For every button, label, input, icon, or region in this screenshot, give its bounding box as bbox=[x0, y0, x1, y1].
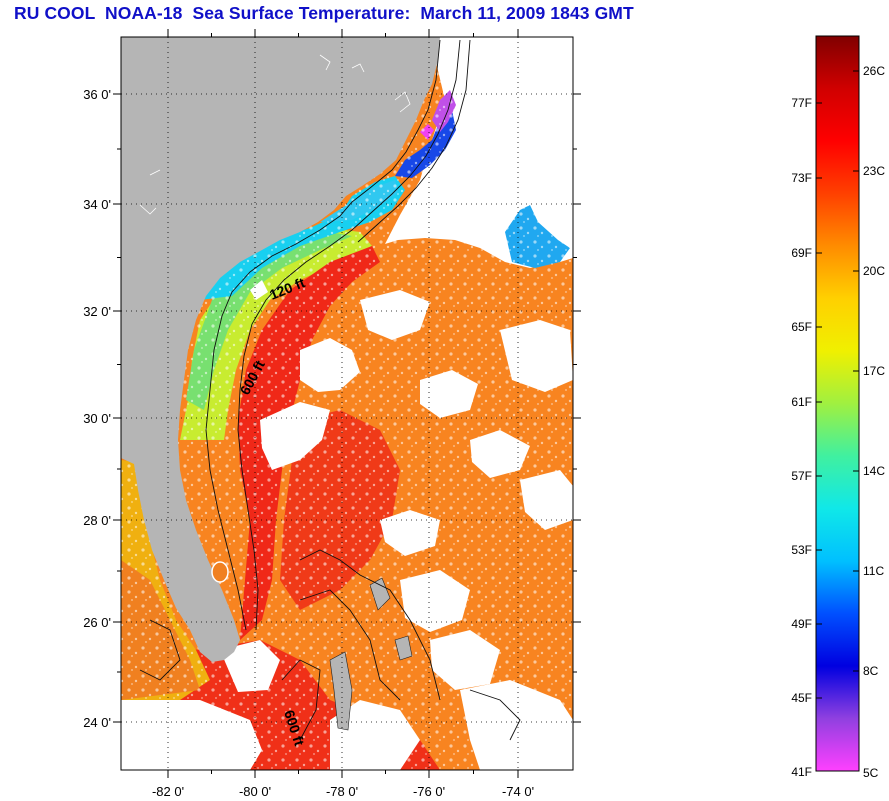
lon-label: -76 0' bbox=[413, 784, 445, 799]
lat-label: 26 0' bbox=[83, 615, 111, 630]
map-ticks bbox=[113, 29, 581, 778]
lat-label: 30 0' bbox=[83, 411, 111, 426]
map-title: RU COOL NOAA-18 Sea Surface Temperature:… bbox=[14, 3, 634, 23]
lat-label: 36 0' bbox=[83, 87, 111, 102]
lon-label: -78 0' bbox=[326, 784, 358, 799]
bathymetry-contours bbox=[139, 39, 521, 741]
land-us bbox=[121, 37, 440, 662]
coastal-sounds bbox=[139, 54, 411, 215]
lat-label: 34 0' bbox=[83, 197, 111, 212]
lon-label: -80 0' bbox=[239, 784, 271, 799]
lon-label: -74 0' bbox=[502, 784, 534, 799]
lake-okeechobee bbox=[211, 561, 229, 583]
lat-label: 32 0' bbox=[83, 304, 111, 319]
lon-label: -82 0' bbox=[152, 784, 184, 799]
lat-label: 24 0' bbox=[83, 715, 111, 730]
bahamas bbox=[329, 577, 413, 731]
map-frame bbox=[120, 36, 574, 771]
latitude-labels: 24 0' 26 0' 28 0' 30 0' 32 0' 34 0' 36 0' bbox=[83, 87, 111, 730]
longitude-labels: -82 0' -80 0' -78 0' -76 0' -74 0' bbox=[152, 784, 534, 799]
lat-label: 28 0' bbox=[83, 513, 111, 528]
graticule bbox=[121, 37, 573, 770]
